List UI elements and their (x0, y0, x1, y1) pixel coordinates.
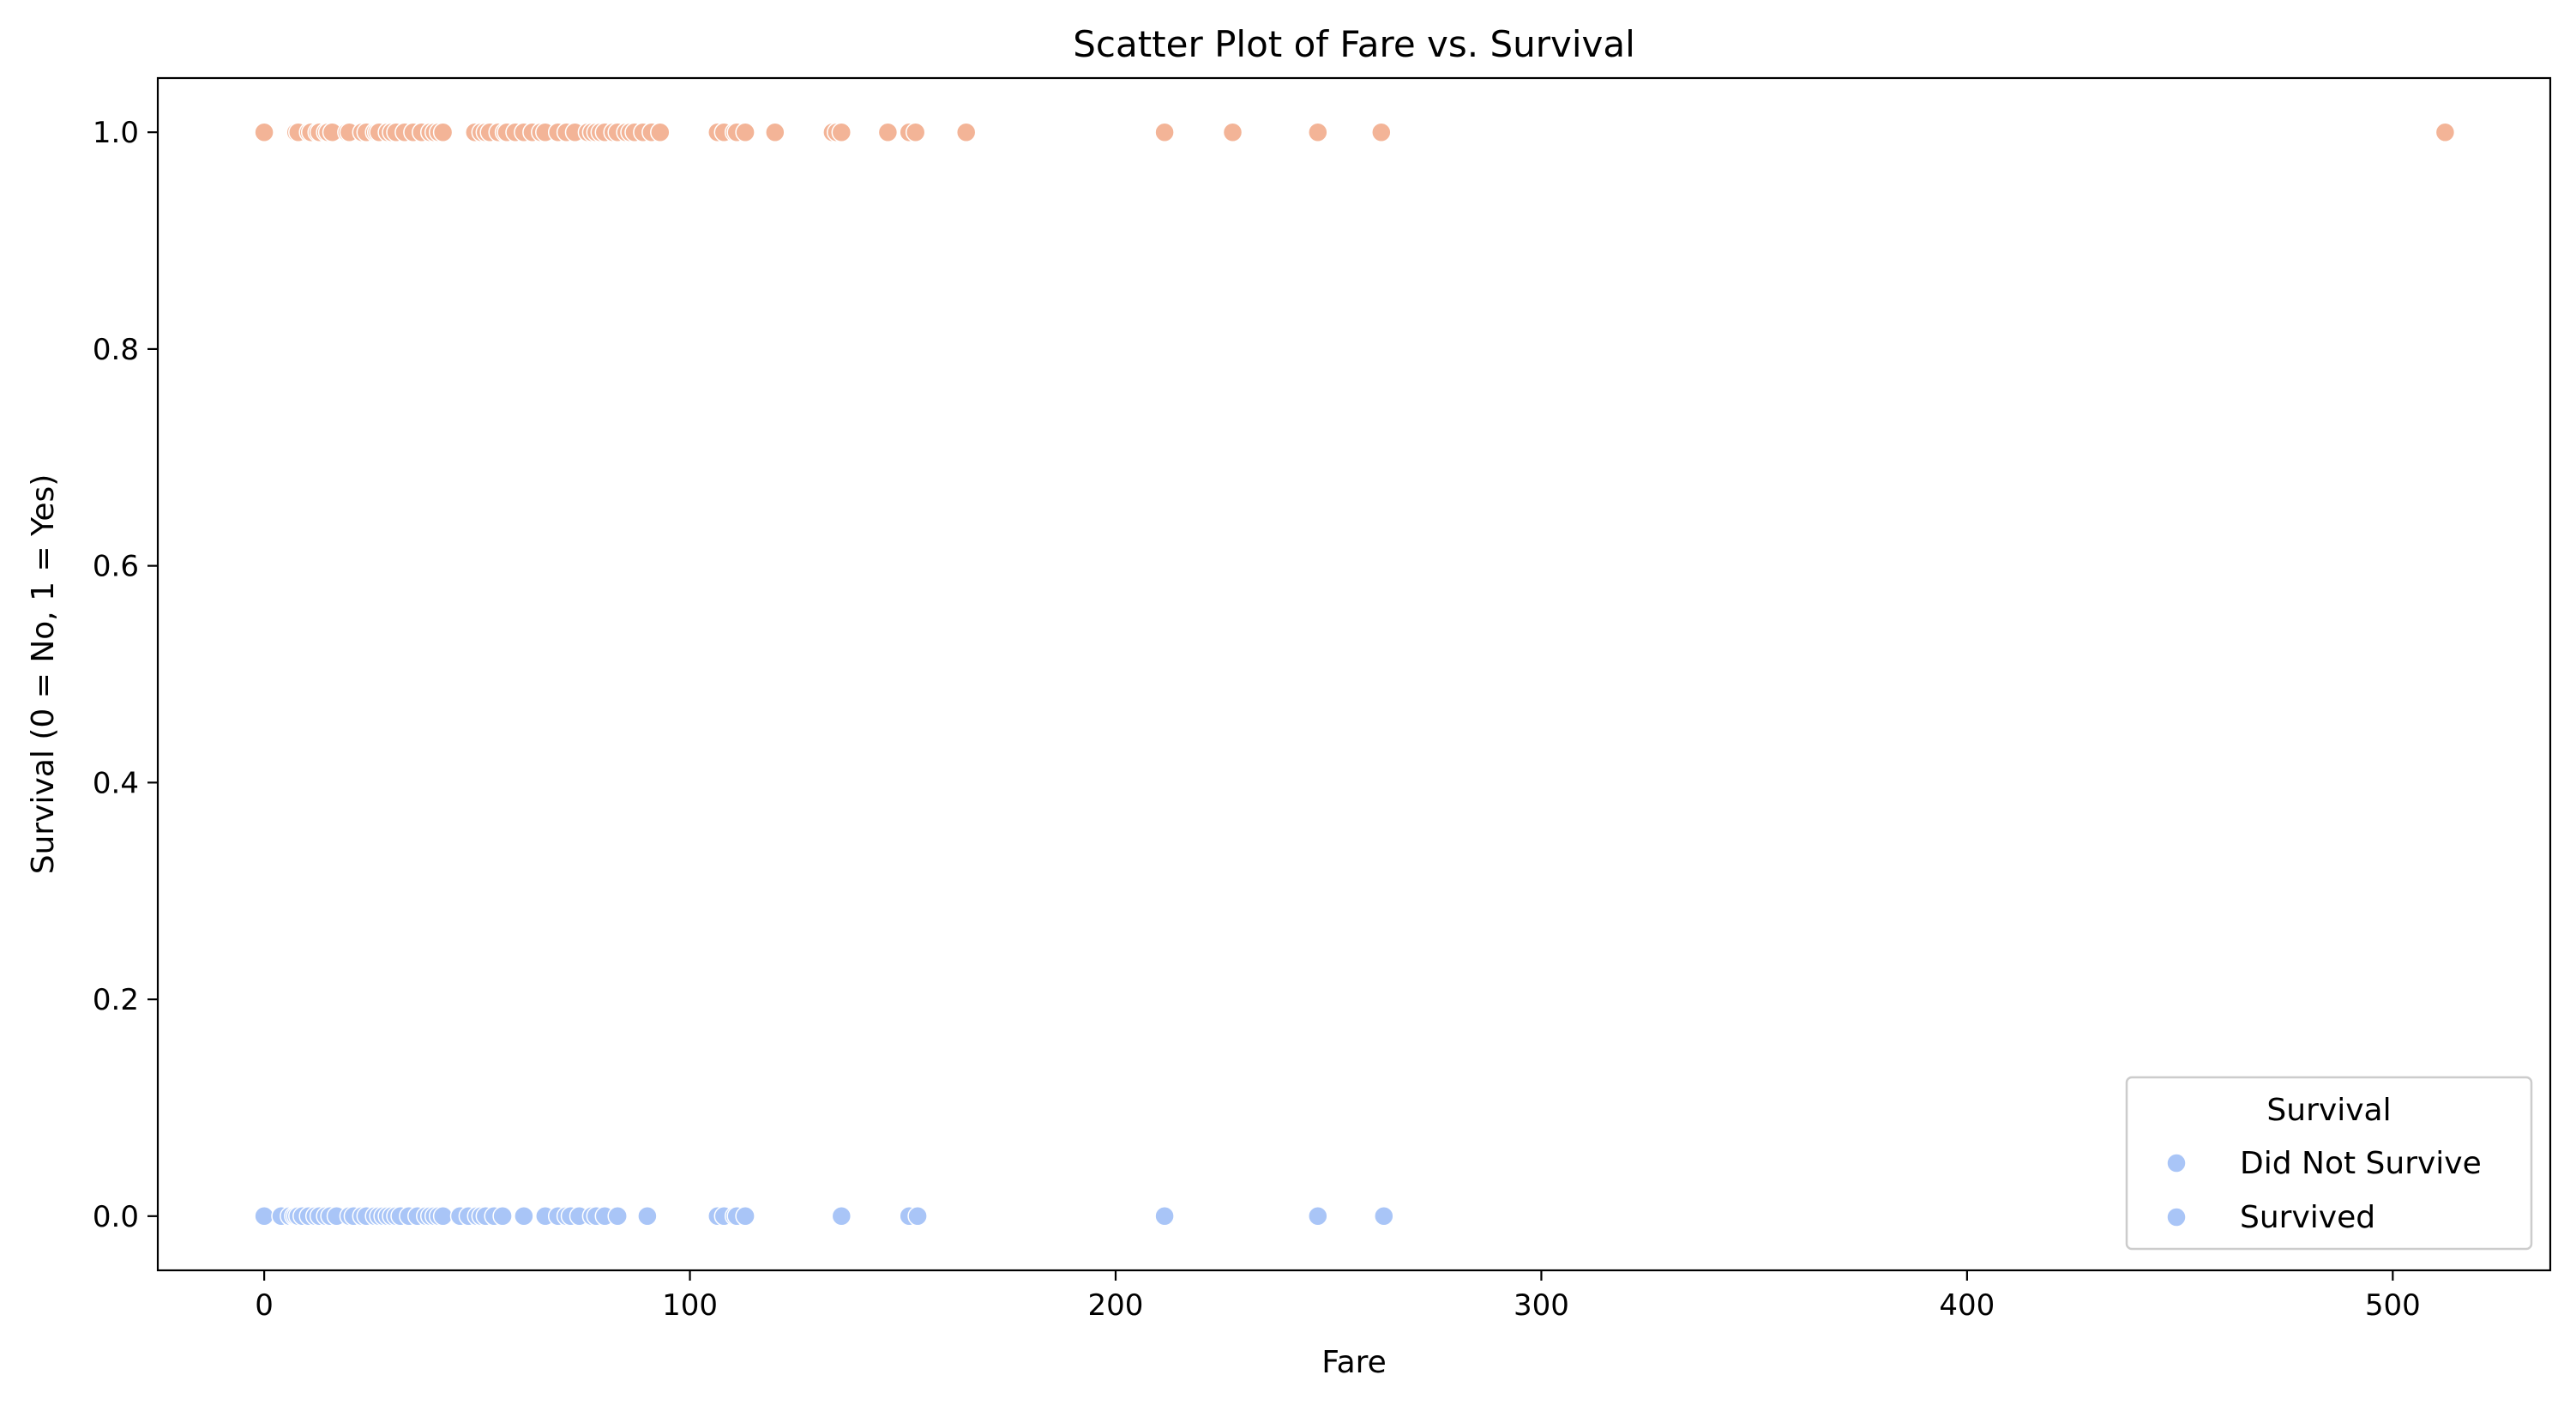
points-layer (254, 122, 2456, 1227)
y-tick-label: 0.8 (93, 333, 139, 367)
data-point (254, 122, 274, 142)
data-point (1154, 122, 1175, 142)
chart-title: Scatter Plot of Fare vs. Survival (1073, 23, 1635, 65)
data-point (637, 1206, 658, 1227)
data-point (905, 122, 926, 142)
data-point (765, 122, 785, 142)
data-point (432, 1206, 454, 1227)
x-tick-label: 200 (1088, 1288, 1144, 1323)
legend-title: Survival (2266, 1093, 2391, 1128)
y-tick-label: 0.6 (93, 550, 139, 584)
data-point (1308, 1206, 1328, 1227)
data-point (735, 122, 755, 142)
data-point (1222, 122, 1243, 142)
legend-box (2125, 1076, 2533, 1251)
legend-marker-survived (2166, 1207, 2187, 1227)
data-point (492, 1206, 513, 1227)
legend-label-survived: Survived (2240, 1200, 2375, 1235)
legend-label-did-not-survive: Did Not Survive (2240, 1146, 2482, 1181)
legend-marker-did-not-survive (2166, 1153, 2187, 1173)
data-point (1371, 122, 1392, 142)
data-point (955, 122, 977, 142)
x-tick-label: 300 (1514, 1288, 1569, 1323)
data-point (735, 1206, 755, 1227)
axes-layer (156, 76, 2552, 1272)
y-axis-ticks: 0.0 0.2 0.4 0.6 0.8 1.0 (93, 116, 158, 1234)
y-tick-label: 0.0 (93, 1200, 139, 1234)
x-axis-ticks: 0 100 200 300 400 500 (255, 1270, 2421, 1323)
x-tick-label: 0 (255, 1288, 274, 1323)
y-axis-label: Survival (0 = No, 1 = Yes) (26, 474, 61, 875)
data-point (831, 1206, 852, 1227)
data-point (432, 122, 454, 142)
data-point (607, 1206, 628, 1227)
data-point (514, 1206, 534, 1227)
x-tick-label: 100 (662, 1288, 718, 1323)
x-tick-label: 500 (2365, 1288, 2421, 1323)
y-tick-label: 1.0 (93, 116, 139, 150)
x-axis-label: Fare (1321, 1345, 1387, 1380)
data-point (1308, 122, 1328, 142)
x-tick-label: 400 (1939, 1288, 1995, 1323)
y-tick-label: 0.2 (93, 983, 139, 1017)
data-point (650, 122, 671, 142)
data-point (1374, 1206, 1394, 1227)
data-point (2435, 122, 2456, 142)
data-point (254, 1206, 274, 1227)
y-tick-label: 0.4 (93, 766, 139, 800)
data-point (877, 122, 899, 142)
data-point (831, 122, 852, 142)
data-point (907, 1206, 928, 1227)
plot-frame (156, 76, 2552, 1272)
data-point (1154, 1206, 1175, 1227)
legend: Survival Did Not Survive Survived (2125, 1076, 2533, 1251)
